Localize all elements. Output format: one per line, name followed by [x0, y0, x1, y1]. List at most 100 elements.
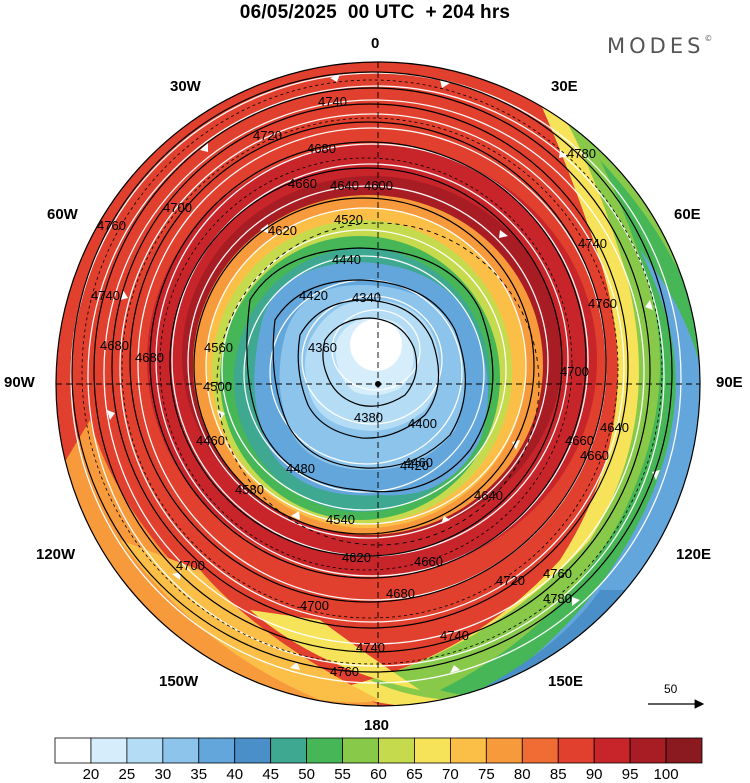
colorbar-tick-label: 30 — [154, 766, 172, 783]
contour-label: 4660 — [580, 448, 609, 463]
reference-vector-label: 50 — [664, 682, 678, 696]
map-boundary — [55, 61, 701, 707]
colorbar-tick-label: 80 — [513, 766, 531, 783]
lon-label-150w: 150W — [159, 673, 199, 690]
contour-label: 4680 — [135, 350, 164, 365]
lon-label-120e: 120E — [676, 546, 712, 563]
colorbar-swatch — [270, 737, 308, 764]
contour-label: 4760 — [97, 218, 126, 233]
colorbar-tick-label: 40 — [226, 766, 244, 783]
colorbar-swatch — [629, 737, 667, 764]
colorbar-swatch — [198, 737, 236, 764]
lon-label-150e: 150E — [548, 673, 584, 690]
colorbar-tick-label: 20 — [82, 766, 100, 783]
lon-label-60w: 60W — [47, 206, 78, 223]
contour-label: 4760 — [588, 296, 617, 311]
contour-label: 4660 — [565, 433, 594, 448]
contour-label: 4680 — [386, 586, 415, 601]
contour-label: 4440 — [332, 252, 361, 267]
contour-label: 4740 — [318, 94, 347, 109]
colorbar-swatch — [162, 737, 200, 764]
streamline-arrowheads — [107, 74, 660, 673]
contour-labels: 4740 4720 4680 4660 4640 4600 4620 4520 4440 4420… — [91, 94, 629, 679]
lon-label-180: 180 — [364, 717, 390, 734]
contour-label: 4740 — [91, 288, 120, 303]
contour-label: 4680 — [307, 141, 336, 156]
contour-label: 4360 — [308, 340, 337, 355]
contour-label: 4720 — [496, 573, 525, 588]
contour-label: 4580 — [235, 482, 264, 497]
contour-label: 4660 — [288, 176, 317, 191]
colorbar-swatch — [126, 737, 164, 764]
contour-label: 4420 — [400, 458, 429, 473]
contour-label: 4640 — [600, 420, 629, 435]
colorbar-tick-label: 75 — [477, 766, 495, 783]
contour-label: 4740 — [440, 628, 469, 643]
colorbar-swatch — [378, 737, 415, 764]
copyright-mark: © — [704, 34, 713, 43]
colorbar-tick-label: 95 — [621, 766, 639, 783]
contour-label: 4700 — [163, 200, 192, 215]
colorbar-tick-label: 65 — [406, 766, 423, 783]
lon-label-30e: 30E — [551, 78, 578, 95]
contour-label: 4760 — [543, 566, 572, 581]
contour-label: 4480 — [286, 461, 315, 476]
contour-label: 4760 — [330, 664, 359, 679]
contour-label: 4740 — [356, 640, 385, 655]
contour-label: 4620 — [342, 550, 371, 565]
contour-label: 4380 — [354, 410, 383, 425]
contour-label: 4680 — [100, 338, 129, 353]
contour-label: 4620 — [268, 223, 297, 238]
lon-label-30w: 30W — [170, 78, 201, 95]
colorbar-swatch — [90, 737, 128, 764]
contour-label: 4560 — [204, 340, 233, 355]
dashed-contours — [81, 79, 663, 665]
contour-label: 4420 — [299, 288, 328, 303]
contour-label: 4700 — [300, 598, 329, 613]
brand-logo: MODES© — [607, 34, 712, 58]
colorbar-swatch — [54, 737, 92, 764]
contour-label: 4740 — [578, 236, 607, 251]
contour-label: 4540 — [326, 512, 355, 527]
contour-label: 4460 — [196, 433, 225, 448]
contour-label: 4400 — [408, 416, 437, 431]
contour-label: 4460 — [404, 455, 433, 470]
height-contours — [71, 71, 673, 673]
colorbar-tick-label: 85 — [549, 766, 567, 783]
contour-label: 4700 — [560, 364, 589, 379]
contour-label: 4700 — [176, 558, 205, 573]
colorbar-tick-label: 70 — [442, 766, 459, 783]
colorbar-tick-label: 50 — [298, 766, 315, 783]
colorbar-tick-label: 90 — [585, 766, 603, 783]
colorbar-swatch — [306, 737, 343, 764]
colorbar-tick-label: 60 — [370, 766, 387, 783]
north-pole-marker — [375, 381, 381, 387]
colorbar-swatch — [485, 737, 523, 764]
lon-label-60e: 60E — [674, 206, 701, 223]
colorbar-swatch — [234, 737, 272, 764]
lon-label-90e: 90E — [716, 374, 743, 391]
colorbar-swatch — [414, 737, 451, 764]
contour-label: 4500 — [203, 379, 232, 394]
colorbar-tick-label: 45 — [262, 766, 279, 783]
colorbar-tick-label: 25 — [118, 766, 136, 783]
contour-label: 4340 — [352, 290, 381, 305]
contour-label: 4640 — [330, 178, 359, 193]
lon-label-0: 0 — [371, 35, 380, 52]
colorbar-tick-label: 100 — [653, 766, 679, 783]
contour-label: 4720 — [253, 128, 282, 143]
lon-label-90w: 90W — [4, 374, 35, 391]
colorbar-tick-label: 55 — [334, 766, 351, 783]
contour-label: 4640 — [474, 488, 503, 503]
colorbar-swatch — [665, 737, 703, 764]
colorbar-swatch — [521, 737, 559, 764]
colorbar-swatch — [449, 737, 487, 764]
contour-label: 4780 — [567, 146, 596, 161]
contour-label: 4660 — [414, 554, 443, 569]
colorbar-tick-label: 35 — [190, 766, 208, 783]
map-title: 06/05/2025 00 UTC + 204 hrs — [239, 2, 511, 23]
colorbar-swatch — [342, 737, 379, 764]
colorbar-swatch — [593, 737, 631, 764]
contour-label: 4600 — [364, 178, 393, 193]
